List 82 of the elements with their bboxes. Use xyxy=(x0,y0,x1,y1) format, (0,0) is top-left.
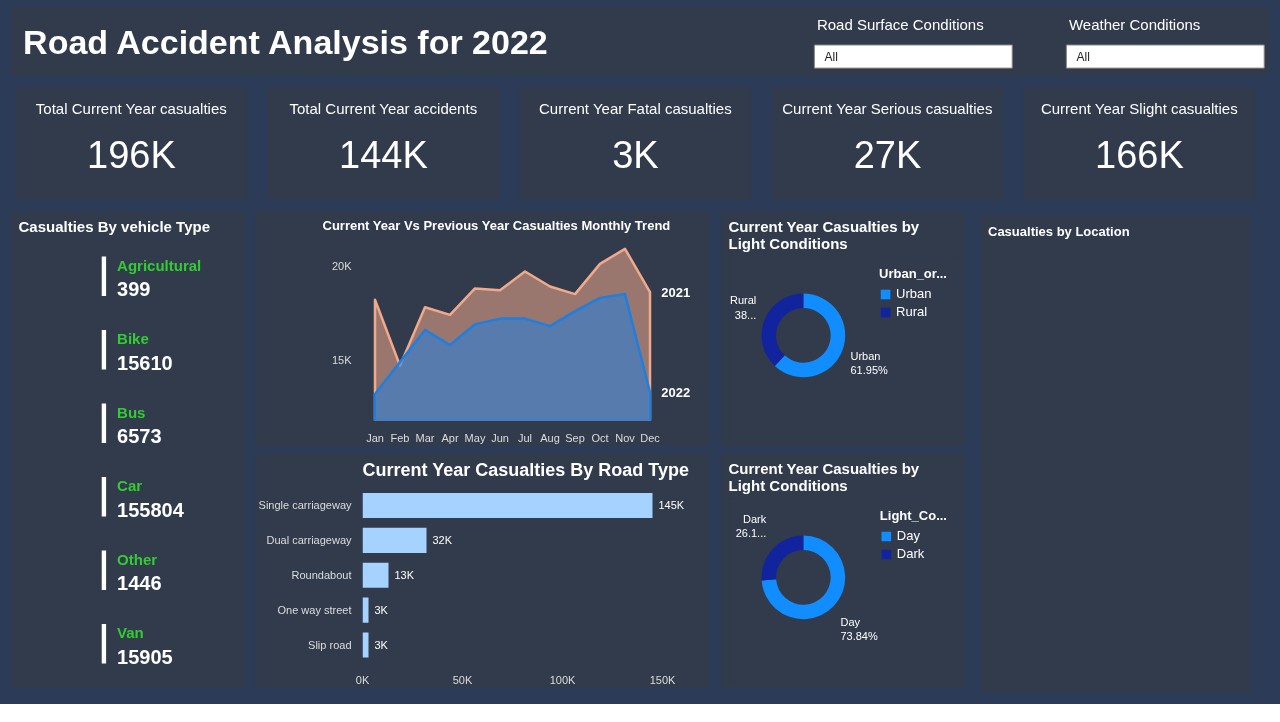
data-label: 13K xyxy=(394,569,415,582)
data-label: 15610 xyxy=(117,351,173,374)
y-tick-label: Roundabout xyxy=(291,569,352,582)
data-label: 32K xyxy=(432,534,453,547)
bar xyxy=(362,597,369,623)
text: Weather Conditions xyxy=(1068,15,1201,33)
y-tick-label: Slip road xyxy=(308,639,352,652)
category-label: Car xyxy=(117,477,143,495)
category-label: Other xyxy=(117,550,158,568)
chart-title: Current Year Casualties by Light Conditions xyxy=(728,459,920,494)
category-label: Agricultural xyxy=(117,256,202,274)
legend-title: Light_Co... xyxy=(879,508,947,523)
x-tick-label: May xyxy=(464,431,486,444)
data-label: 3K xyxy=(374,604,389,617)
bar xyxy=(362,562,389,588)
x-tick-label: Jan xyxy=(366,431,384,444)
data-label: 145K xyxy=(658,499,685,512)
chart-title: Current Year Casualties By Road Type xyxy=(362,459,689,480)
data-label: 155804 xyxy=(117,498,185,521)
chart-title: Current Year Casualties by Light Conditions xyxy=(728,217,920,252)
data-label: 61.95% xyxy=(850,364,889,377)
data-label: 15905 xyxy=(117,645,173,668)
bar xyxy=(362,492,653,519)
y-tick-label: 15K xyxy=(331,354,353,367)
x-tick-label: Feb xyxy=(390,431,410,444)
slice-label: Urban xyxy=(850,349,881,362)
x-tick-label: 150K xyxy=(649,673,677,686)
data-label: 38... xyxy=(734,308,757,321)
category-label: Van xyxy=(117,624,144,642)
category-label: Current Year Fatal casualties xyxy=(539,99,732,117)
series-label: 2022 xyxy=(661,384,691,400)
x-tick-label: Aug xyxy=(540,431,560,444)
text: Road Accident Analysis for 2022 xyxy=(23,22,548,61)
text: Casualties by Location xyxy=(988,223,1130,241)
legend-label: Dark xyxy=(896,546,925,561)
legend-label: Urban xyxy=(896,286,932,301)
x-tick-label: Jul xyxy=(517,431,533,444)
text: 3K xyxy=(612,134,659,177)
text: 166K xyxy=(1095,134,1184,177)
text: All xyxy=(1076,49,1090,64)
x-tick-label: Apr xyxy=(441,431,459,444)
data-label: 399 xyxy=(117,278,151,301)
text: Casualties By vehicle Type xyxy=(18,217,210,235)
text: All xyxy=(824,49,838,64)
data-label: 73.84% xyxy=(840,630,878,643)
data-label: 26.1... xyxy=(735,526,767,539)
bar xyxy=(362,527,427,553)
category-label: Total Current Year accidents xyxy=(289,99,478,117)
x-tick-label: Nov xyxy=(615,431,636,444)
x-tick-label: Jun xyxy=(491,431,509,444)
y-tick-label: 20K xyxy=(331,259,353,272)
legend-title: Urban_or... xyxy=(879,266,947,281)
slice-label: Day xyxy=(840,615,861,628)
chart-title: Current Year Vs Previous Year Casualties Monthly Trend xyxy=(322,217,671,233)
text: Road Surface Conditions xyxy=(816,15,984,33)
x-tick-label: 50K xyxy=(452,673,473,686)
x-tick-label: 0K xyxy=(355,673,370,686)
category-label: Current Year Slight casualties xyxy=(1040,99,1238,117)
x-tick-label: Dec xyxy=(640,431,661,444)
bar xyxy=(362,632,369,658)
category-label: Total Current Year casualties xyxy=(35,99,227,117)
text: 196K xyxy=(87,134,176,177)
y-tick-label: One way street xyxy=(277,604,352,617)
category-label: Current Year Serious casualties xyxy=(782,99,993,117)
series-label: 2021 xyxy=(661,284,691,300)
text: 144K xyxy=(339,134,428,177)
data-label: 6573 xyxy=(117,425,162,448)
data-label: 3K xyxy=(374,639,389,652)
x-tick-label: Sep xyxy=(565,431,585,444)
category-label: Bus xyxy=(117,403,146,421)
legend-label: Rural xyxy=(896,304,928,319)
slice-label: Dark xyxy=(743,512,767,525)
data-label: 1446 xyxy=(117,572,162,595)
x-tick-label: Mar xyxy=(415,431,435,444)
legend-label: Day xyxy=(896,528,920,543)
category-label: Bike xyxy=(117,330,149,348)
text: 27K xyxy=(853,134,922,177)
slice-label: Rural xyxy=(729,294,757,307)
x-tick-label: 100K xyxy=(549,673,577,686)
y-tick-label: Single carriageway xyxy=(258,499,352,512)
y-tick-label: Dual carriageway xyxy=(266,534,352,547)
x-tick-label: Oct xyxy=(591,431,609,444)
